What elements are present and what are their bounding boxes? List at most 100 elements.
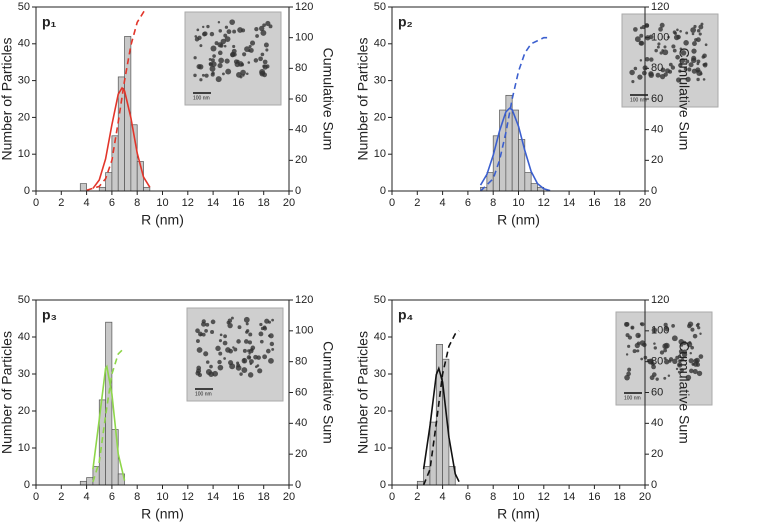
inset-particle: [633, 66, 638, 71]
cumulative-line: [92, 347, 126, 483]
inset-particle: [223, 334, 227, 339]
inset-particle: [268, 333, 274, 339]
y-tick-label: 20: [374, 111, 386, 123]
inset-particle: [678, 349, 684, 354]
inset-particle: [691, 68, 697, 74]
inset-particle: [265, 48, 269, 52]
inset-particle: [694, 38, 698, 42]
inset-particle: [680, 58, 686, 64]
inset-particle: [264, 318, 270, 324]
inset-particle: [223, 357, 226, 360]
inset-particle: [208, 57, 212, 61]
x-tick-label: 16: [232, 491, 244, 503]
y2-tick-label: 60: [295, 93, 307, 105]
y2-tick-label: 20: [651, 154, 663, 166]
inset-particle: [648, 34, 654, 40]
inset-particle: [248, 49, 251, 53]
y-tick-label: 40: [18, 331, 30, 343]
inset-particle: [661, 49, 665, 52]
inset-particle: [687, 67, 692, 72]
x-tick-label: 18: [614, 197, 626, 209]
inset-particle: [655, 72, 661, 78]
inset-particle: [210, 330, 215, 335]
y2-axis-label: Cumulative Sum: [676, 341, 692, 444]
inset-particle: [678, 69, 682, 73]
inset-particle: [217, 50, 223, 56]
y2-tick-label: 0: [295, 185, 301, 197]
inset-particle: [262, 64, 268, 70]
inset-particle: [198, 331, 203, 337]
inset-particle: [671, 324, 675, 328]
inset-particle: [218, 29, 222, 33]
x-tick-label: 16: [232, 197, 244, 209]
inset-particle: [194, 35, 198, 38]
inset-particle: [679, 29, 682, 33]
inset-particle: [253, 354, 258, 360]
inset-particle: [201, 31, 207, 37]
inset-particle: [241, 367, 248, 373]
inset-particle: [649, 57, 654, 62]
y-axis-label: Number of Particles: [355, 38, 371, 161]
inset-scale-label: 100 nm: [193, 95, 210, 101]
y-axis-label: Number of Particles: [0, 331, 15, 454]
x-tick-label: 18: [614, 491, 626, 503]
inset-particle: [671, 335, 678, 342]
inset-particle: [245, 330, 249, 334]
inset-particle: [651, 327, 658, 333]
inset-particle: [226, 320, 231, 325]
y-tick-label: 30: [18, 368, 30, 380]
inset-scale-label: 100 nm: [630, 97, 647, 103]
inset-particle: [253, 58, 259, 63]
x-tick-label: 6: [465, 197, 471, 209]
y2-tick-label: 40: [651, 417, 663, 429]
inset-particle: [255, 34, 259, 38]
inset-particle: [637, 74, 643, 80]
x-tick-label: 20: [283, 197, 295, 209]
y2-tick-label: 120: [651, 294, 669, 306]
inset-particle: [233, 347, 238, 352]
cumulative-line: [422, 330, 460, 486]
y-tick-label: 30: [374, 75, 386, 87]
inset-particle: [217, 364, 224, 371]
inset-particle: [680, 368, 684, 373]
inset-particle: [245, 322, 249, 326]
x-tick-label: 0: [33, 197, 39, 209]
x-tick-label: 20: [639, 491, 651, 503]
inset-particle: [696, 62, 700, 66]
inset-particle: [219, 333, 223, 337]
panel: 100 nm0 2 4 6 8 10 12 14 16 18 2001020304050020406…: [355, 1, 719, 228]
inset-particle: [262, 23, 266, 28]
inset-particle: [685, 374, 692, 381]
inset-particle: [639, 33, 644, 38]
inset-particle: [232, 29, 237, 34]
inset-particle: [217, 359, 222, 365]
inset-particle: [663, 359, 670, 365]
inset-particle: [226, 29, 232, 35]
y-tick-label: 50: [18, 294, 30, 306]
inset-particle: [260, 52, 265, 57]
y2-axis-label: Cumulative Sum: [320, 341, 336, 444]
y2-axis-label: Cumulative Sum: [320, 48, 336, 151]
x-tick-label: 2: [58, 491, 64, 503]
inset-particle: [704, 62, 708, 66]
inset-particle: [699, 332, 702, 335]
inset-particle: [625, 353, 629, 356]
y2-tick-label: 20: [295, 154, 307, 166]
inset-particle: [658, 26, 663, 32]
inset-particle: [271, 347, 275, 351]
y-tick-label: 0: [24, 479, 30, 491]
inset-particle: [659, 74, 666, 80]
inset-particle: [228, 348, 234, 354]
inset-particle: [667, 35, 670, 39]
inset-particle: [627, 367, 632, 372]
inset-particle: [685, 76, 691, 83]
y-tick-label: 50: [374, 294, 386, 306]
inset-particle: [208, 62, 213, 66]
histogram-bar: [86, 477, 94, 486]
x-axis-label: R (nm): [497, 212, 540, 228]
inset-particle: [258, 56, 263, 62]
y-tick-label: 10: [374, 442, 386, 454]
inset-particle: [644, 23, 650, 28]
inset-particle: [659, 22, 665, 28]
inset-particle: [260, 29, 267, 36]
